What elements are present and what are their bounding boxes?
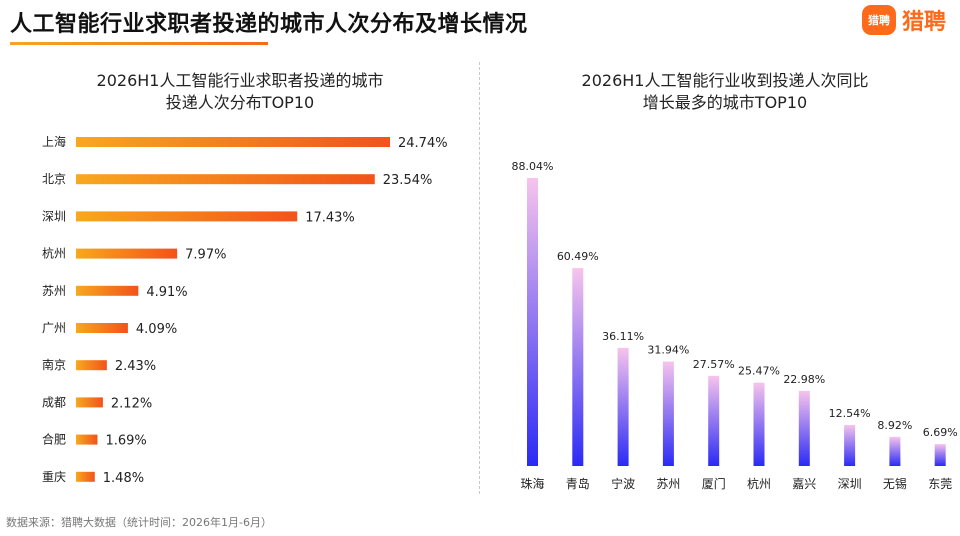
chart-divider bbox=[479, 62, 480, 494]
right-value-label: 27.57% bbox=[693, 358, 735, 371]
left-category-label: 北京 bbox=[42, 172, 66, 186]
left-bar bbox=[76, 323, 128, 333]
right-bar bbox=[527, 178, 538, 466]
page-title: 人工智能行业求职者投递的城市人次分布及增长情况 bbox=[10, 12, 528, 37]
right-category-label: 宁波 bbox=[611, 476, 635, 491]
left-value-label: 1.48% bbox=[103, 471, 144, 486]
left-value-label: 4.09% bbox=[136, 322, 177, 337]
right-value-label: 31.94% bbox=[647, 344, 689, 357]
right-value-label: 6.69% bbox=[923, 426, 958, 439]
right-bar bbox=[753, 382, 765, 466]
right-category-label: 嘉兴 bbox=[792, 477, 816, 491]
left-value-label: 4.91% bbox=[146, 285, 187, 300]
left-chart-title: 2026H1人工智能行业求职者投递的城市 投递人次分布TOP10 bbox=[40, 70, 440, 114]
left-category-label: 杭州 bbox=[42, 246, 66, 261]
right-chart-title: 2026H1人工智能行业收到投递人次同比 增长最多的城市TOP10 bbox=[500, 70, 950, 114]
left-category-label: 重庆 bbox=[42, 470, 66, 484]
right-value-label: 36.11% bbox=[602, 330, 644, 343]
right-value-label: 60.49% bbox=[557, 250, 599, 263]
left-bar bbox=[76, 471, 95, 482]
left-bar bbox=[76, 434, 98, 445]
right-category-label: 东莞 bbox=[928, 477, 952, 491]
right-category-label: 珠海 bbox=[520, 476, 544, 491]
right-chart-title-line1: 2026H1人工智能行业收到投递人次同比 bbox=[581, 71, 869, 90]
left-bar-chart: 上海 24.74% 北京 23.54% 深圳 17.43% 杭州 7.97% 苏州 4.91% 广州… bbox=[42, 134, 448, 486]
right-bar-chart: 88.04% 珠海 60.49% 青岛 36.11% 宁波 31.94% 苏州 27.57% 厦门… bbox=[512, 160, 958, 491]
right-category-label: 苏州 bbox=[656, 477, 680, 491]
left-category-label: 南京 bbox=[42, 357, 66, 372]
right-value-label: 12.54% bbox=[829, 407, 871, 420]
left-bar bbox=[76, 174, 375, 185]
right-bar bbox=[572, 268, 584, 466]
right-bar bbox=[617, 347, 629, 466]
right-value-label: 25.47% bbox=[738, 365, 780, 378]
left-value-label: 7.97% bbox=[185, 248, 226, 263]
left-value-label: 24.74% bbox=[398, 136, 448, 151]
left-bar bbox=[76, 248, 178, 259]
title-underline bbox=[10, 42, 268, 45]
left-value-label: 2.43% bbox=[115, 359, 156, 374]
left-value-label: 1.69% bbox=[105, 434, 146, 449]
liepin-logo-icon: 猎聘 bbox=[861, 5, 896, 35]
right-bar bbox=[662, 361, 674, 466]
right-chart-title-line2: 增长最多的城市TOP10 bbox=[642, 93, 808, 112]
left-value-label: 2.12% bbox=[111, 396, 152, 411]
left-category-label: 广州 bbox=[42, 321, 66, 335]
left-bar bbox=[76, 285, 139, 296]
left-chart-title-line2: 投递人次分布TOP10 bbox=[165, 93, 315, 112]
left-category-label: 成都 bbox=[42, 395, 66, 409]
right-category-label: 青岛 bbox=[566, 476, 590, 491]
left-category-label: 合肥 bbox=[42, 432, 66, 447]
left-category-label: 深圳 bbox=[42, 209, 66, 223]
data-source-note: 数据来源：猎聘大数据（统计时间：2026年1月-6月） bbox=[6, 516, 272, 529]
right-bar bbox=[844, 424, 856, 466]
right-category-label: 深圳 bbox=[838, 477, 862, 491]
left-bar bbox=[76, 360, 107, 371]
left-value-label: 23.54% bbox=[383, 173, 433, 188]
right-bar bbox=[934, 444, 946, 466]
right-category-label: 无锡 bbox=[883, 476, 907, 491]
right-value-label: 8.92% bbox=[877, 419, 912, 432]
right-bar bbox=[889, 436, 901, 466]
right-value-label: 22.98% bbox=[783, 373, 825, 386]
left-category-label: 苏州 bbox=[42, 284, 66, 298]
right-bar bbox=[708, 375, 720, 466]
logo-text: 猎聘 bbox=[901, 10, 946, 35]
right-bar bbox=[798, 390, 810, 466]
brand-logo: 猎聘 猎聘 bbox=[861, 4, 946, 36]
left-category-label: 上海 bbox=[42, 134, 66, 149]
left-chart-title-line1: 2026H1人工智能行业求职者投递的城市 bbox=[96, 71, 384, 90]
right-value-label: 88.04% bbox=[512, 160, 554, 173]
left-bar bbox=[76, 137, 390, 147]
left-bar bbox=[76, 397, 103, 408]
right-category-label: 厦门 bbox=[702, 476, 726, 491]
right-category-label: 杭州 bbox=[747, 476, 771, 491]
left-bar bbox=[76, 211, 298, 222]
left-value-label: 17.43% bbox=[305, 210, 355, 225]
